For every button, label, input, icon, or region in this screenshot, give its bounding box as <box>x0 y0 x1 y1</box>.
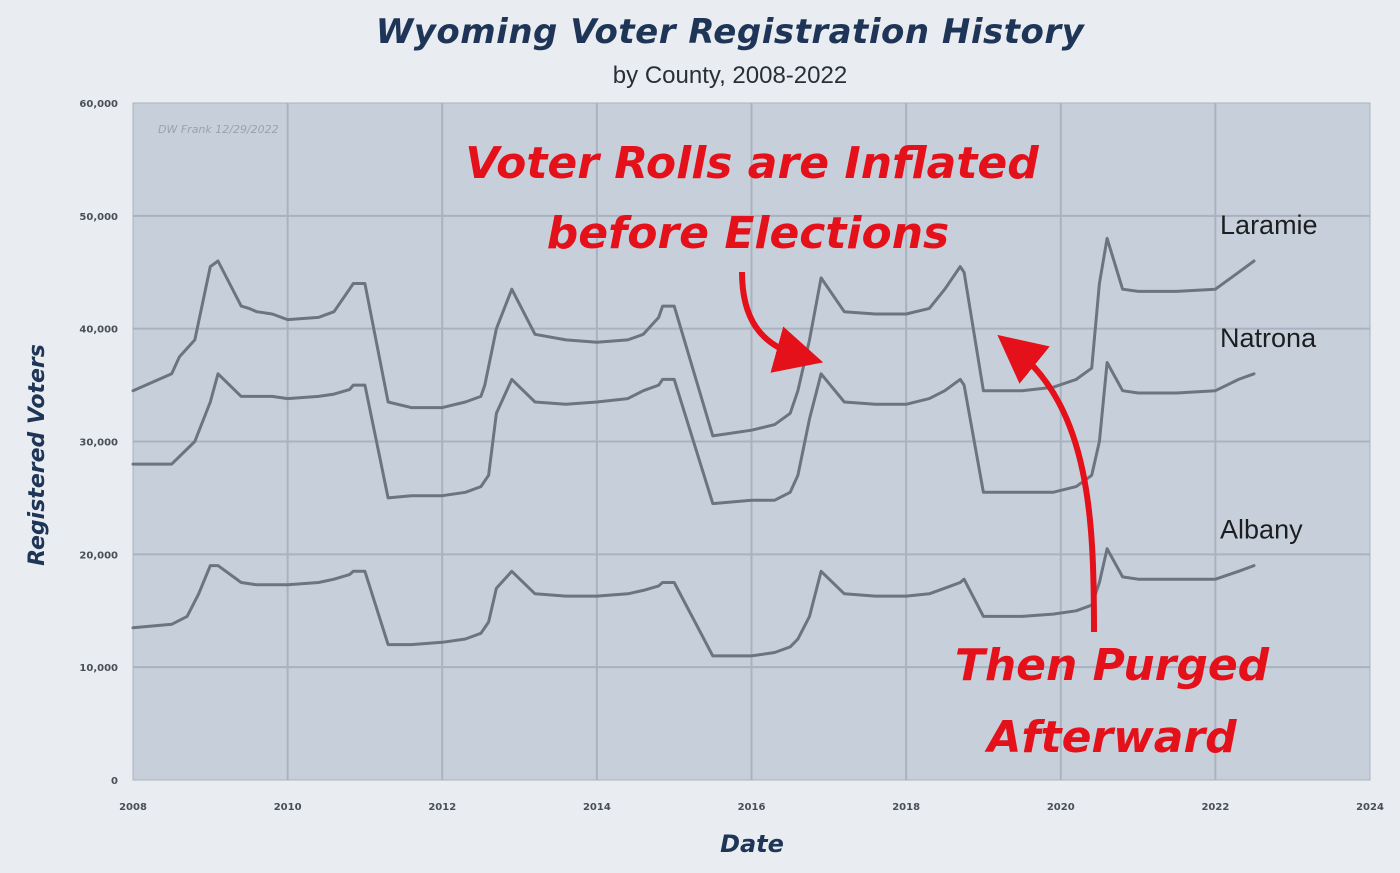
x-tick-label: 2022 <box>1201 802 1229 813</box>
x-tick-label: 2024 <box>1356 802 1384 813</box>
grid-lines <box>133 103 1370 780</box>
annotation-inflated-line1: Voter Rolls are Inflated <box>465 138 1039 189</box>
arrow-purged <box>997 334 1097 633</box>
y-tick-label: 30,000 <box>79 438 118 449</box>
chart-note: DW Frank 12/29/2022 <box>158 123 279 136</box>
series-line-albany <box>131 547 1256 658</box>
x-axis-title: Date <box>720 830 784 858</box>
y-axis-title: Registered Voters <box>25 344 50 566</box>
series-line-natrona <box>131 361 1256 506</box>
series-label-natrona: Natrona <box>1220 323 1317 353</box>
x-tick-label: 2014 <box>583 802 611 813</box>
x-tick-label: 2020 <box>1047 802 1075 813</box>
x-tick-label: 2008 <box>119 802 147 813</box>
y-tick-label: 60,000 <box>79 99 118 110</box>
y-tick-label: 0 <box>111 776 118 787</box>
series-label-laramie: Laramie <box>1220 210 1318 240</box>
series-lines <box>131 236 1256 658</box>
chart-subtitle: by County, 2008-2022 <box>612 62 848 89</box>
annotation-purged-line1: Then Purged <box>955 640 1270 691</box>
x-axis-ticks: 2008 2010 2012 2014 2016 2018 2020 2022 2024 <box>119 802 1384 813</box>
y-tick-label: 40,000 <box>79 325 118 336</box>
series-labels: Laramie Natrona Albany <box>1220 210 1318 545</box>
chart-title: Wyoming Voter Registration History <box>375 12 1085 52</box>
x-tick-label: 2018 <box>892 802 920 813</box>
arrow-inflated <box>739 271 824 373</box>
x-tick-label: 2010 <box>274 802 302 813</box>
annotation-inflated: Voter Rolls are Inflated before Election… <box>465 138 1039 373</box>
annotation-purged-line2: Afterward <box>984 712 1237 763</box>
x-tick-label: 2012 <box>428 802 456 813</box>
x-tick-label: 2016 <box>738 802 766 813</box>
y-tick-label: 20,000 <box>79 550 118 561</box>
y-tick-label: 10,000 <box>79 663 118 674</box>
y-axis-ticks: 0 10,000 20,000 30,000 40,000 50,000 60,000 <box>79 99 118 787</box>
y-tick-label: 50,000 <box>79 212 118 223</box>
series-label-albany: Albany <box>1220 515 1303 545</box>
annotation-purged: Then Purged Afterward <box>955 334 1270 763</box>
annotation-inflated-line2: before Elections <box>547 208 950 259</box>
series-line-laramie <box>131 236 1256 438</box>
